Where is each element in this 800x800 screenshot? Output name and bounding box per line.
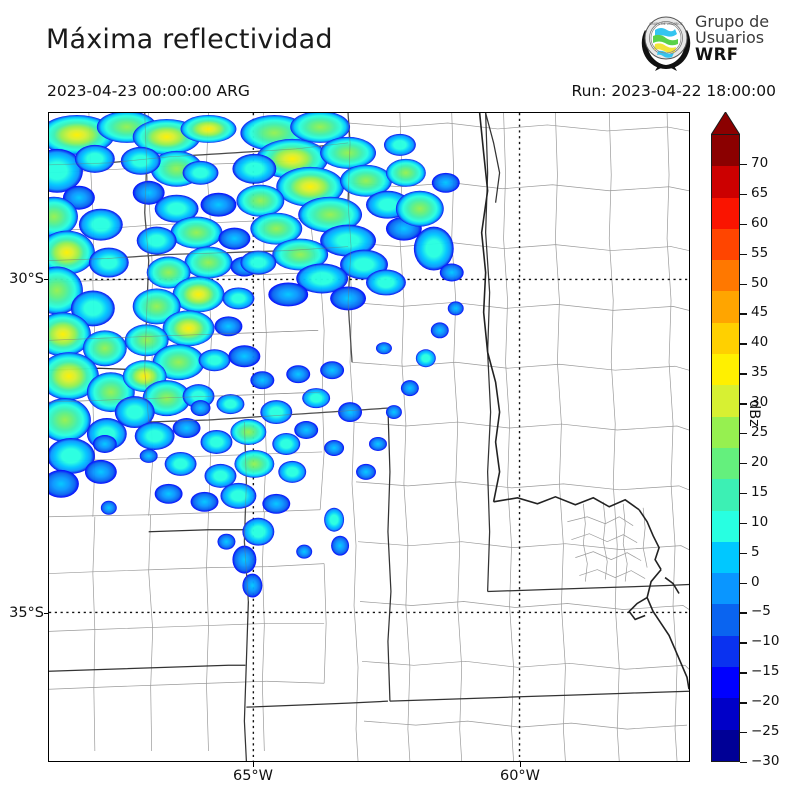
colorbar-tick-label-25: 25 <box>751 424 769 441</box>
colorbar-tick-label-5: 5 <box>751 543 760 560</box>
colorbar-band-15-20 <box>712 447 739 480</box>
colorbar-tick-label--10: −10 <box>751 633 780 650</box>
colorbar-tick-55 <box>740 253 747 255</box>
colorbar-tick-label-70: 70 <box>751 154 769 171</box>
axis-tick-lat-30s <box>44 279 49 281</box>
logo-line-3: WRF <box>695 44 739 64</box>
colorbar-tick-label-10: 10 <box>751 513 769 530</box>
colorbar-tick-45 <box>740 313 747 315</box>
colorbar-tick-label-0: 0 <box>751 573 760 590</box>
colorbar-tick-label-65: 65 <box>751 184 769 201</box>
colorbar-band-45-50 <box>712 260 739 292</box>
page-title: Máxima reflectividad <box>46 24 333 55</box>
colorbar-band--5-0 <box>712 573 739 605</box>
colorbar-tick-0 <box>740 582 747 584</box>
colorbar-tick-60 <box>740 223 747 226</box>
axis-tick-lon-60w <box>520 762 522 767</box>
colorbar-tick-label--20: −20 <box>751 693 780 710</box>
colorbar-tick--20 <box>740 702 747 704</box>
lat-label-35s: 35°S <box>9 605 44 621</box>
colorbar-tick-label-35: 35 <box>751 364 769 381</box>
colorbar-band-25-30 <box>712 385 739 417</box>
colorbar-gradient <box>711 134 740 762</box>
colorbar-band--15--10 <box>712 635 739 668</box>
colorbar-band-65-70 <box>712 135 739 167</box>
colorbar-tick-label-30: 30 <box>751 394 769 411</box>
colorbar-tick-label-45: 45 <box>751 304 769 321</box>
colorbar-tick-label-15: 15 <box>751 483 769 500</box>
logo-line-1: Grupo de <box>695 12 770 31</box>
map-plot-area[interactable] <box>48 112 690 762</box>
reflectivity-map <box>49 113 689 761</box>
colorbar-band-55-60 <box>712 197 739 229</box>
map-inner <box>49 113 689 761</box>
colorbar-band-5-10 <box>712 510 739 542</box>
colorbar-band-30-35 <box>712 354 739 386</box>
borders-over-echoes <box>49 113 388 602</box>
colorbar-band-35-40 <box>712 322 739 355</box>
lon-label-60w: 60°W <box>499 768 541 784</box>
colorbar-tick-label-55: 55 <box>751 244 769 261</box>
reflectivity-field <box>49 113 464 598</box>
colorbar-tick-5 <box>740 552 747 555</box>
logo: GRUPO DE USUARIOS Grupo de Usuarios WRF <box>637 12 792 74</box>
axis-tick-lon-65w <box>253 762 255 767</box>
colorbar-tick-30 <box>740 403 747 405</box>
colorbar-band--20--15 <box>712 667 739 699</box>
colorbar-tick--25 <box>740 732 747 734</box>
colorbar-extend-arrow-icon <box>711 112 740 135</box>
colorbar-band-40-45 <box>712 291 739 323</box>
colorbar-band-20-25 <box>712 416 739 448</box>
colorbar-band-0-5 <box>712 541 739 574</box>
colorbar-tick-label--5: −5 <box>751 603 771 620</box>
colorbar-tick-label--30: −30 <box>751 753 780 769</box>
globe-emblem-icon: GRUPO DE USUARIOS <box>641 16 691 71</box>
colorbar-tick--5 <box>740 612 747 614</box>
colorbar-band--25--20 <box>712 698 739 730</box>
colorbar-tick-20 <box>740 462 747 465</box>
coastline <box>478 113 689 690</box>
colorbar-tick-label-60: 60 <box>751 214 769 231</box>
colorbar-band-60-65 <box>712 166 739 198</box>
lon-label-65w: 65°W <box>232 768 274 784</box>
axis-tick-lat-35s <box>44 613 49 615</box>
colorbar-tick-15 <box>740 492 747 495</box>
colorbar-tick-50 <box>740 283 747 285</box>
run-time-label: Run: 2023-04-22 18:00:00 <box>571 82 777 100</box>
colorbar-tick-label--15: −15 <box>751 663 780 680</box>
colorbar-tick--30 <box>740 762 747 764</box>
colorbar-tick--15 <box>740 672 747 674</box>
svg-text:GRUPO DE USUARIOS: GRUPO DE USUARIOS <box>649 22 683 26</box>
colorbar-band-10-15 <box>712 479 739 511</box>
colorbar-tick-65 <box>740 193 747 196</box>
logo-line-2: Usuarios <box>695 28 765 48</box>
colorbar-tick-label-20: 20 <box>751 453 769 470</box>
colorbar-tick-10 <box>740 522 747 525</box>
colorbar-tick-label--25: −25 <box>751 723 780 740</box>
colorbar-tick-label-50: 50 <box>751 274 769 291</box>
colorbar-tick-40 <box>740 343 747 345</box>
colorbar-tick-35 <box>740 373 747 375</box>
colorbar-tick-70 <box>740 163 747 166</box>
colorbar-band--10--5 <box>712 604 739 636</box>
colorbar-tick-label-40: 40 <box>751 334 769 351</box>
colorbar <box>711 112 740 762</box>
lat-label-30s: 30°S <box>9 271 44 287</box>
logo-text: Grupo de Usuarios WRF <box>695 12 770 64</box>
colorbar-band-50-55 <box>712 228 739 261</box>
colorbar-tick--10 <box>740 642 747 644</box>
valid-time-label: 2023-04-23 00:00:00 ARG <box>47 82 250 100</box>
colorbar-band--30--25 <box>712 729 739 761</box>
colorbar-tick-25 <box>740 433 747 435</box>
